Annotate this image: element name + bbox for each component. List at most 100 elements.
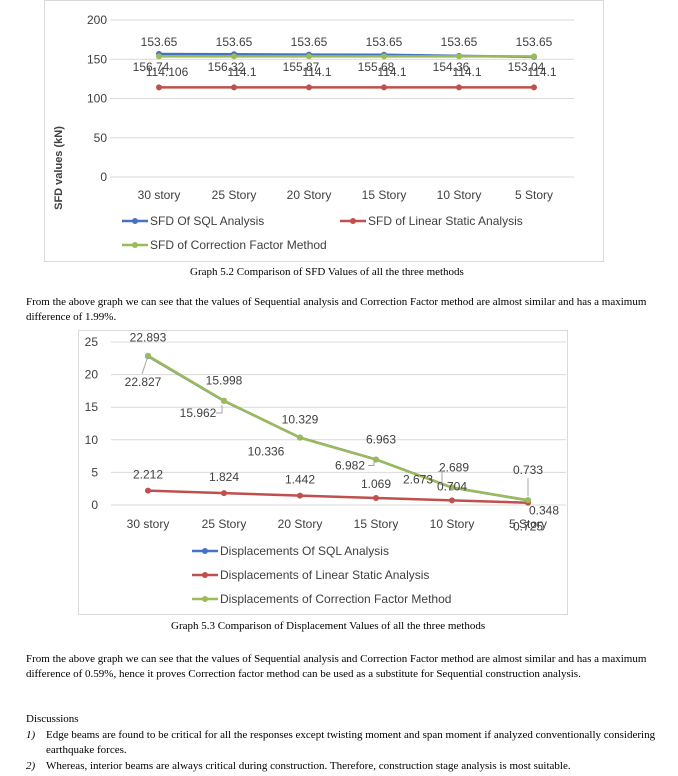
series-2-point [156, 84, 162, 91]
paragraph-2: From the above graph we can see that the… [26, 653, 647, 680]
graph-5-2-caption: Graph 5.2 Comparison of SFD Values of al… [190, 266, 464, 278]
linear-data-label: 114.106 [146, 65, 189, 79]
displacement-chart: 0 5 10 15 20 25 30 story 25 Story 20 Story 15 Sto… [78, 330, 568, 615]
y-tick-label: 0 [100, 170, 107, 184]
cfm-data-label: 153.65 [366, 35, 403, 49]
series-3-point [373, 456, 379, 463]
leader-line [368, 461, 375, 466]
series-3-point [531, 53, 537, 60]
x-tick-label: 10 Story [430, 517, 475, 531]
cfm-data-label: 0.733 [513, 463, 543, 477]
sql-data-label: 2.673 [403, 473, 433, 487]
series-line-2 [147, 489, 529, 504]
series-2-point [231, 84, 237, 91]
series-2-point [381, 84, 387, 91]
x-tick-label: 5 Story [515, 188, 553, 202]
legend-label: Displacements of Correction Factor Metho… [220, 592, 451, 606]
paragraph-1: From the above graph we can see that the… [26, 296, 647, 323]
discussion-number: 1) [26, 729, 36, 741]
cfm-data-label: 10.329 [282, 413, 319, 427]
cfm-data-label: 2.689 [439, 460, 469, 474]
legend-label: Displacements Of SQL Analysis [220, 544, 389, 558]
series-3-point [306, 53, 312, 60]
x-tick-label: 15 Story [362, 188, 407, 202]
linear-data-label: 114.1 [377, 65, 406, 79]
x-tick-label: 10 Story [437, 188, 482, 202]
series-3-point [156, 53, 162, 60]
y-tick-label: 10 [85, 433, 99, 447]
series-2-point [531, 84, 537, 91]
linear-data-label: 114.1 [452, 65, 481, 79]
series-3-point [297, 434, 303, 441]
linear-data-label: 2.212 [133, 468, 163, 482]
x-tick-label: 20 Story [287, 188, 332, 202]
cfm-data-label: 6.963 [366, 433, 396, 447]
x-tick-label: 30 story [138, 188, 181, 202]
series-3-point [145, 352, 151, 359]
sql-data-label: 0.725 [513, 519, 543, 533]
y-tick-label: 25 [85, 335, 99, 349]
sql-data-label: 155.87 [283, 60, 320, 74]
series-3-point [525, 497, 531, 504]
leader-line [141, 355, 149, 375]
y-tick-label: 20 [85, 368, 99, 382]
legend-label: SFD of Correction Factor Method [150, 238, 327, 252]
cfm-data-label: 153.65 [141, 35, 178, 49]
y-tick-label: 0 [91, 498, 98, 512]
cfm-data-label: 153.65 [291, 35, 328, 49]
series-3-point [381, 53, 387, 60]
x-tick-label: 20 Story [278, 517, 323, 531]
series-line-3 [147, 354, 529, 502]
legend-swatch-marker [202, 548, 208, 554]
y-tick-label: 15 [85, 400, 99, 414]
series-3-point [231, 53, 237, 60]
series-3-point [221, 397, 227, 404]
linear-data-label: 1.824 [209, 470, 239, 484]
sql-data-label: 6.982 [335, 458, 365, 472]
linear-data-label: 114.1 [227, 65, 256, 79]
y-tick-label: 5 [91, 465, 98, 479]
legend-swatch-marker [202, 596, 208, 602]
legend-label: SFD Of SQL Analysis [150, 214, 264, 228]
cfm-data-label: 153.65 [216, 35, 253, 49]
sql-data-label: 156.32 [208, 60, 245, 74]
cfm-data-label: 15.998 [206, 374, 243, 388]
leader-line [438, 471, 443, 484]
x-tick-label: 30 story [127, 517, 170, 531]
series-2-point [456, 84, 462, 91]
sql-data-label: 156.74 [133, 60, 170, 74]
cfm-data-label: 22.893 [130, 331, 167, 345]
chart-border [44, 0, 604, 262]
discussion-text: Whereas, interior beams are always criti… [46, 760, 571, 772]
sql-data-label: 22.827 [125, 375, 162, 389]
series-2-point [449, 497, 455, 504]
x-tick-label: 25 Story [212, 188, 257, 202]
x-tick-label: 15 Story [354, 517, 399, 531]
y-tick-label: 100 [87, 92, 107, 106]
legend-swatch-marker [132, 218, 138, 224]
sql-data-label: 153.04 [508, 60, 545, 74]
linear-data-label: 1.442 [285, 473, 315, 487]
linear-data-label: 0.704 [437, 479, 467, 493]
discussion-item-2: 2) Whereas, interior beams are always cr… [26, 759, 656, 774]
discussion-text: Edge beams are found to be critical for … [46, 729, 656, 756]
discussion-item-1: 1) Edge beams are found to be critical f… [26, 728, 656, 758]
series-2-point [306, 84, 312, 91]
legend-swatch-marker [350, 218, 356, 224]
graph-5-3-caption: Graph 5.3 Comparison of Displacement Val… [171, 620, 486, 632]
x-tick-label: 25 Story [202, 517, 247, 531]
discussion-number: 2) [26, 760, 36, 772]
linear-data-label: 1.069 [361, 477, 391, 491]
legend-swatch-marker [132, 242, 138, 248]
legend-swatch-marker [202, 572, 208, 578]
cfm-data-label: 153.65 [441, 35, 478, 49]
sfd-chart: 0 50 100 150 200 SFD values (kN) 30 story 25 St… [44, 0, 604, 262]
linear-data-label: 114.1 [527, 65, 556, 79]
x-tick-label: 5 Story [509, 517, 547, 531]
series-3-point [449, 484, 455, 491]
discussions-heading: Discussions [26, 713, 79, 725]
sql-data-label: 155.68 [358, 60, 395, 74]
linear-data-label: 0.348 [529, 504, 559, 518]
y-tick-label: 200 [87, 13, 107, 27]
series-3-point [456, 53, 462, 60]
